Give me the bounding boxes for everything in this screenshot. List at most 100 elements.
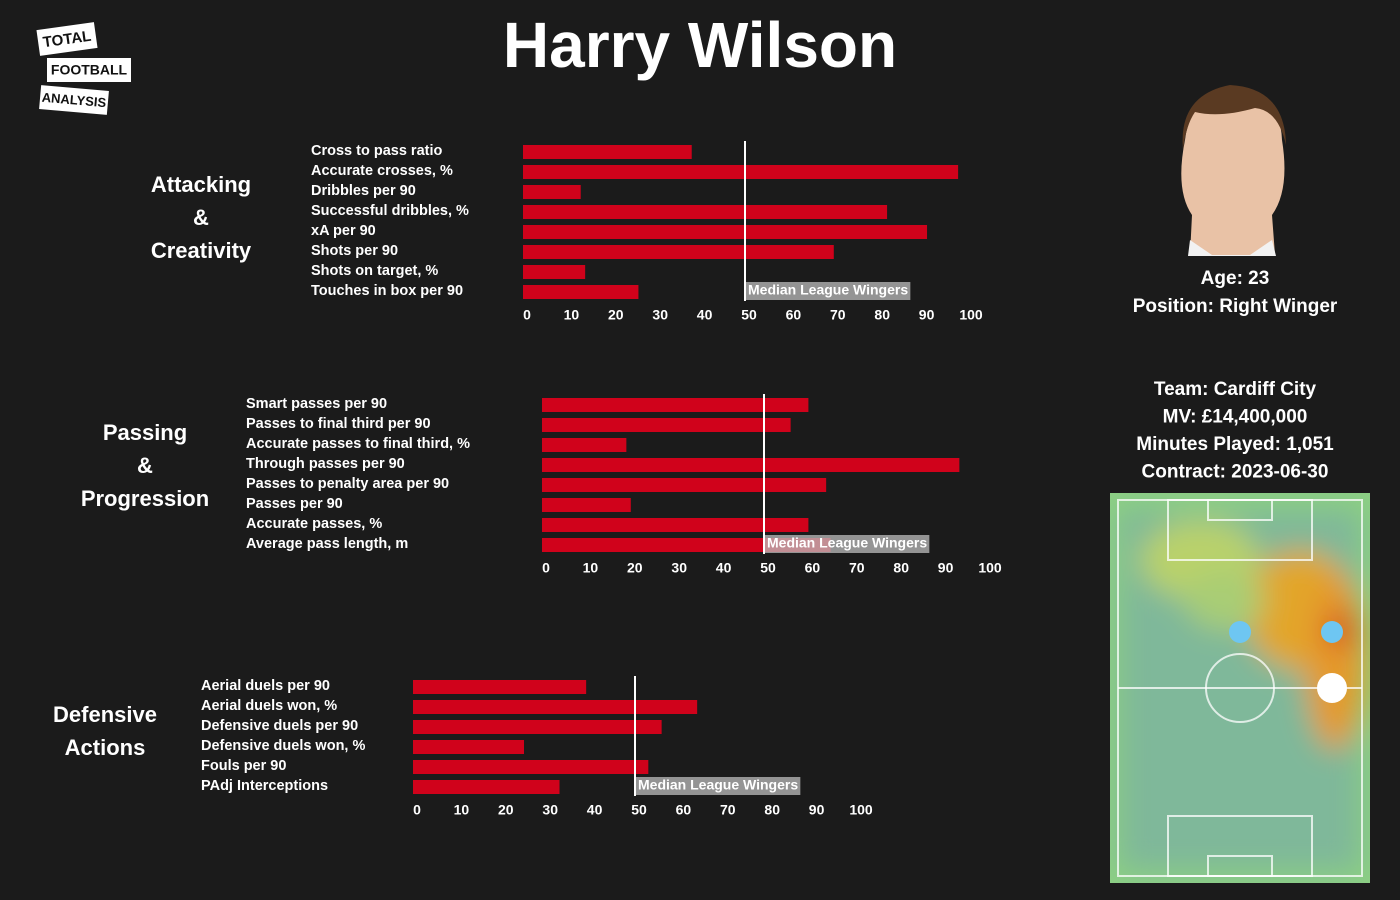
x-tick-label: 100	[959, 307, 983, 323]
x-tick-label: 80	[893, 560, 909, 576]
x-tick-label: 50	[760, 560, 776, 576]
bar	[523, 185, 581, 199]
logo-text: ANALYSIS	[41, 90, 107, 111]
category-label: Average pass length, m	[246, 536, 408, 552]
section-title: Passing	[103, 420, 187, 445]
category-label: xA per 90	[311, 223, 376, 239]
category-label: Defensive duels won, %	[201, 738, 365, 754]
section-title: Attacking	[151, 172, 251, 197]
category-label: Accurate crosses, %	[311, 163, 453, 179]
section-title: Defensive	[53, 702, 157, 727]
x-tick-label: 80	[764, 802, 780, 818]
bar	[542, 458, 960, 472]
x-tick-label: 60	[805, 560, 821, 576]
title: Harry Wilson	[503, 9, 897, 81]
profile-text: Age: 23	[1201, 268, 1270, 289]
bar	[542, 438, 627, 452]
player-photo	[1181, 85, 1286, 256]
section-title: Creativity	[151, 238, 252, 263]
x-tick-label: 100	[849, 802, 873, 818]
logo-text: FOOTBALL	[51, 62, 128, 78]
x-tick-label: 20	[608, 307, 624, 323]
category-label: Fouls per 90	[201, 758, 286, 774]
bar	[523, 165, 959, 179]
bar	[542, 538, 831, 552]
x-tick-label: 0	[523, 307, 531, 323]
category-label: Shots per 90	[311, 243, 398, 259]
x-tick-label: 80	[874, 307, 890, 323]
category-label: Defensive duels per 90	[201, 718, 358, 734]
category-label: Dribbles per 90	[311, 183, 416, 199]
bar-chart: Attacking & Creativity Cross to pass ratio A…	[151, 141, 983, 323]
median-label: Median League Wingers	[638, 777, 798, 793]
median-label-bg	[765, 535, 930, 553]
category-label: Passes per 90	[246, 496, 343, 512]
bar	[523, 245, 834, 259]
bar	[413, 680, 587, 694]
bar	[413, 720, 662, 734]
category-label: Through passes per 90	[246, 456, 405, 472]
category-label: Touches in box per 90	[311, 283, 463, 299]
category-label: Passes to penalty area per 90	[246, 476, 449, 492]
profile-text: Minutes Played: 1,051	[1136, 434, 1334, 455]
x-tick-label: 30	[542, 802, 558, 818]
bar	[542, 398, 809, 412]
logo-text: TOTAL	[42, 28, 93, 52]
x-tick-label: 70	[720, 802, 736, 818]
category-label: Aerial duels per 90	[201, 678, 330, 694]
bar	[542, 478, 827, 492]
category-label: Accurate passes to final third, %	[246, 436, 470, 452]
x-tick-label: 90	[938, 560, 954, 576]
x-tick-label: 10	[454, 802, 470, 818]
x-tick-label: 90	[919, 307, 935, 323]
median-label: Median League Wingers	[767, 535, 927, 551]
category-label: Aerial duels won, %	[201, 698, 337, 714]
x-tick-label: 100	[978, 560, 1002, 576]
bar	[523, 285, 639, 299]
x-tick-label: 30	[652, 307, 668, 323]
x-tick-label: 40	[697, 307, 713, 323]
x-tick-label: 40	[587, 802, 603, 818]
bar-chart: Defensive Actions Aerial duels per 90 Aeria…	[53, 676, 873, 818]
x-tick-label: 50	[741, 307, 757, 323]
logo: TOTAL FOOTBALL ANALYSIS	[36, 22, 131, 115]
x-tick-label: 10	[564, 307, 580, 323]
section-title: &	[137, 453, 153, 478]
bar	[523, 265, 586, 279]
category-label: Successful dribbles, %	[311, 203, 469, 219]
bar	[413, 760, 649, 774]
x-tick-label: 40	[716, 560, 732, 576]
profile-text: Position: Right Winger	[1133, 296, 1338, 317]
bar	[523, 225, 928, 239]
bar	[542, 518, 809, 532]
profile-text: MV: £14,400,000	[1163, 407, 1308, 428]
x-tick-label: 20	[627, 560, 643, 576]
bar	[413, 780, 560, 794]
bar	[523, 145, 692, 159]
category-label: Shots on target, %	[311, 263, 438, 279]
bar-chart: Passing & Progression Smart passes per 90 Pa…	[81, 394, 1002, 576]
x-tick-label: 60	[786, 307, 802, 323]
x-tick-label: 60	[676, 802, 692, 818]
bar	[542, 498, 631, 512]
x-tick-label: 70	[849, 560, 865, 576]
category-label: PAdj Interceptions	[201, 778, 328, 794]
category-label: Accurate passes, %	[246, 516, 382, 532]
x-tick-label: 90	[809, 802, 825, 818]
section-title: &	[193, 205, 209, 230]
heatmap	[1110, 493, 1370, 883]
x-tick-label: 70	[830, 307, 846, 323]
section-title: Progression	[81, 486, 209, 511]
category-label: Cross to pass ratio	[311, 143, 442, 159]
category-label: Smart passes per 90	[246, 396, 387, 412]
profile-text: Contract: 2023-06-30	[1142, 462, 1329, 483]
x-tick-label: 30	[671, 560, 687, 576]
section-title: Actions	[65, 735, 146, 760]
x-tick-label: 0	[413, 802, 421, 818]
median-label-bg	[746, 282, 911, 300]
x-tick-label: 10	[583, 560, 599, 576]
median-label-bg	[636, 777, 801, 795]
bar	[523, 205, 888, 219]
x-tick-label: 0	[542, 560, 550, 576]
